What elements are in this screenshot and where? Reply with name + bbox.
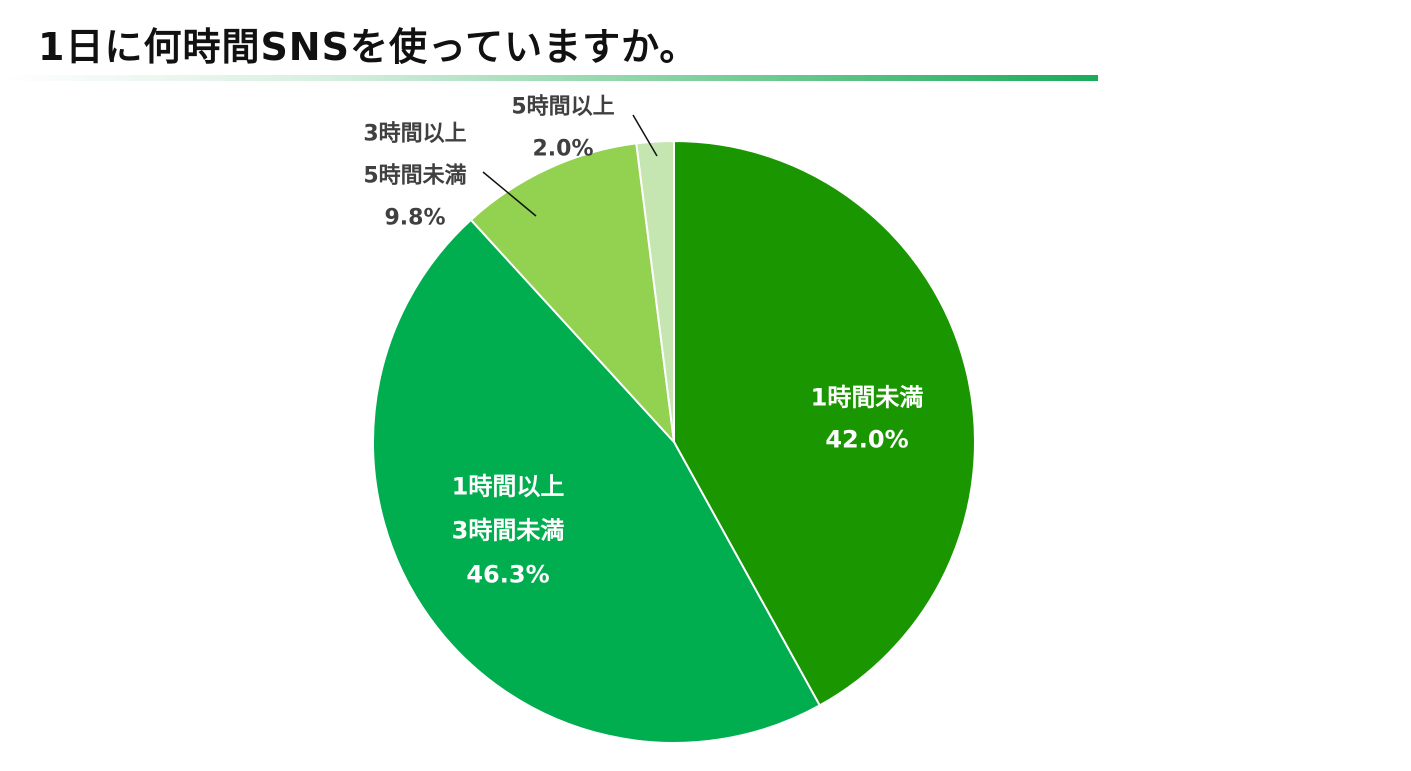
slice-percent-label: 2.0% [532,137,593,162]
slice-category-label: 1時間未満 [811,383,924,411]
slice-percent-label: 46.3% [466,560,549,588]
slice-category-label: 3時間未満 [452,516,565,544]
slice-category-label: 5時間未満 [363,163,466,189]
slice-label: 1時間未満 42.0% [811,383,924,453]
pie-slice [635,139,675,443]
slice-percent-label: 42.0% [825,425,908,453]
slice-percent-label: 9.8% [384,206,445,231]
slice-category-label: 1時間以上 [452,472,565,500]
slice-label: 5時間以上 2.0% [511,95,614,162]
title-underline [0,75,1098,81]
label-leader-line [632,114,658,157]
label-leader-line [482,171,537,217]
pie-slice [673,139,976,707]
slice-category-label: 3時間以上 [363,122,466,147]
slice-label: 1時間以上 3時間未満 46.3% [452,472,565,588]
slice-label: 3時間以上 5時間未満 9.8% [363,122,466,231]
slice-category-label: 5時間以上 [511,95,614,120]
pie-slice [372,218,822,744]
chart-title: 1日に何時間SNSを使っていますか。 [38,25,699,69]
pie-slice [469,142,676,445]
